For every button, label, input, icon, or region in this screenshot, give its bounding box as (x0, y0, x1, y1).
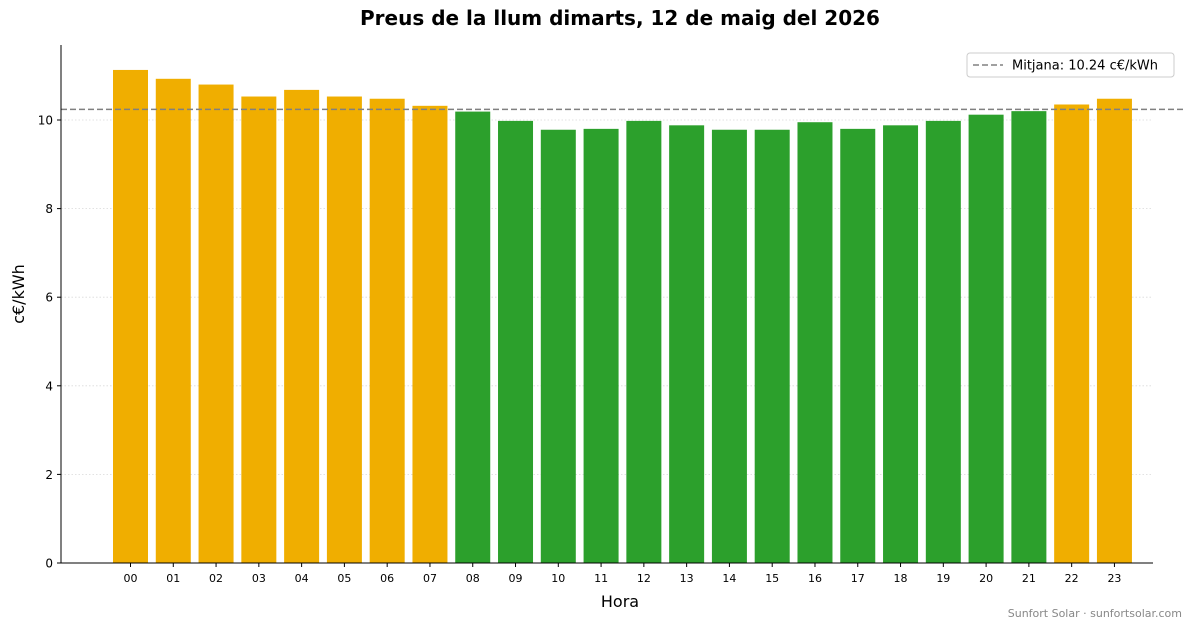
x-tick-label: 03 (252, 572, 266, 585)
x-tick-label: 09 (509, 572, 523, 585)
x-tick-label: 12 (637, 572, 651, 585)
y-tick-label: 4 (45, 379, 53, 393)
bar-hour-14 (711, 129, 747, 563)
y-tick-label: 6 (45, 291, 53, 305)
bar-hour-01 (155, 78, 191, 564)
bar-hour-13 (669, 125, 705, 563)
bar-hour-08 (455, 111, 491, 563)
x-tick-label: 11 (594, 572, 608, 585)
bar-hour-07 (412, 105, 448, 563)
bar-hour-15 (754, 129, 790, 563)
bar-hour-04 (284, 89, 320, 563)
bar-hour-09 (498, 120, 534, 564)
y-ticks: 0 2 4 6 8 10 (38, 114, 61, 571)
x-tick-label: 05 (337, 572, 351, 585)
x-tick-label: 18 (894, 572, 908, 585)
bar-hour-00 (113, 69, 148, 563)
legend-average-label: Mitjana: 10.24 c€/kWh (1012, 59, 1158, 74)
y-tick-label: 8 (45, 202, 53, 216)
x-tick-label: 19 (936, 572, 950, 585)
y-tick-label: 10 (38, 114, 53, 128)
x-ticks: 00 01 02 03 04 05 06 07 08 09 10 11 12 13 14 15 16 17 18 19… (124, 563, 1121, 585)
bar-hour-11 (583, 128, 619, 564)
x-tick-label: 13 (680, 572, 694, 585)
y-tick-label: 2 (45, 468, 53, 482)
bar-hour-18 (883, 125, 919, 563)
x-tick-label: 15 (765, 572, 779, 585)
x-tick-label: 02 (209, 572, 223, 585)
x-tick-label: 07 (423, 572, 437, 585)
x-tick-label: 16 (808, 572, 822, 585)
x-tick-label: 20 (979, 572, 993, 585)
x-tick-label: 06 (380, 572, 394, 585)
credit-text: Sunfort Solar · sunfortsolar.com (1008, 607, 1182, 620)
bar-hour-19 (925, 120, 961, 564)
y-tick-label: 0 (45, 557, 53, 571)
legend: Mitjana: 10.24 c€/kWh (966, 52, 1175, 78)
bar-hour-23 (1096, 98, 1132, 564)
x-axis-label: Hora (601, 592, 639, 611)
bar-hour-06 (369, 98, 405, 564)
bar-hour-10 (540, 129, 576, 563)
chart-title: Preus de la llum dimarts, 12 de maig del… (360, 6, 880, 30)
x-tick-label: 04 (295, 572, 309, 585)
bar-hour-12 (626, 120, 662, 564)
x-tick-label: 14 (722, 572, 736, 585)
bar-hour-17 (840, 128, 876, 564)
bar-hour-02 (198, 84, 234, 563)
x-tick-label: 17 (851, 572, 865, 585)
x-tick-label: 08 (466, 572, 480, 585)
legend-box (966, 52, 1175, 78)
bar-hour-20 (968, 114, 1004, 564)
bar-hour-05 (326, 96, 362, 564)
x-tick-label: 21 (1022, 572, 1036, 585)
x-tick-label: 10 (551, 572, 565, 585)
bars (113, 69, 1132, 564)
x-tick-label: 23 (1107, 572, 1121, 585)
bar-hour-21 (1011, 111, 1047, 563)
bar-hour-03 (241, 96, 277, 564)
bar-hour-16 (797, 122, 833, 563)
y-axis-label: c€/kWh (9, 264, 28, 324)
x-tick-label: 00 (124, 572, 138, 585)
bar-hour-22 (1054, 104, 1090, 564)
x-tick-label: 01 (166, 572, 180, 585)
x-tick-label: 22 (1065, 572, 1079, 585)
